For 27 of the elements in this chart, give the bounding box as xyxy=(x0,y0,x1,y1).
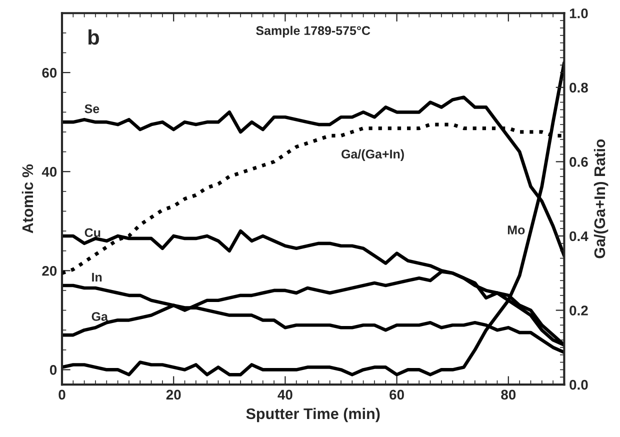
y2-tick-label: 0.6 xyxy=(570,157,588,167)
series-label: Ga xyxy=(92,312,108,321)
line-series xyxy=(62,60,564,376)
y2-tick-label: 0.4 xyxy=(570,231,588,242)
series-label: Mo xyxy=(508,226,525,234)
x-tick-label: 60 xyxy=(390,390,404,400)
x-tick-label: 40 xyxy=(278,390,292,400)
x-tick-label: 0 xyxy=(58,390,66,400)
series-label: Se xyxy=(84,104,100,114)
y-tick-label: 0 xyxy=(50,365,57,375)
y2-tick-label: 1.0 xyxy=(570,8,588,18)
annotation: b xyxy=(88,29,99,45)
series-label: Ga/(Ga+In) xyxy=(342,149,404,161)
y-tick-label: 20 xyxy=(42,266,57,276)
y-tick-label: 60 xyxy=(42,68,57,78)
y2-tick-label: 0.8 xyxy=(570,82,588,93)
y2-tick-label: 0.2 xyxy=(570,306,588,316)
series-label: Cu xyxy=(84,228,100,238)
x-tick-label: 20 xyxy=(166,390,181,400)
y2-axis-title: Ga/(Ga+In) Ratio xyxy=(594,139,608,258)
y-tick-label: 40 xyxy=(42,166,57,177)
text: Sample 1789-575°C xyxy=(256,26,370,38)
series-label: In xyxy=(92,272,102,282)
x-axis-title: Sputter Time (min) xyxy=(246,408,380,422)
y-axis-title: Atomic % xyxy=(22,164,34,234)
y2-tick-label: 0.0 xyxy=(570,380,588,390)
x-tick-label: 80 xyxy=(501,390,516,400)
